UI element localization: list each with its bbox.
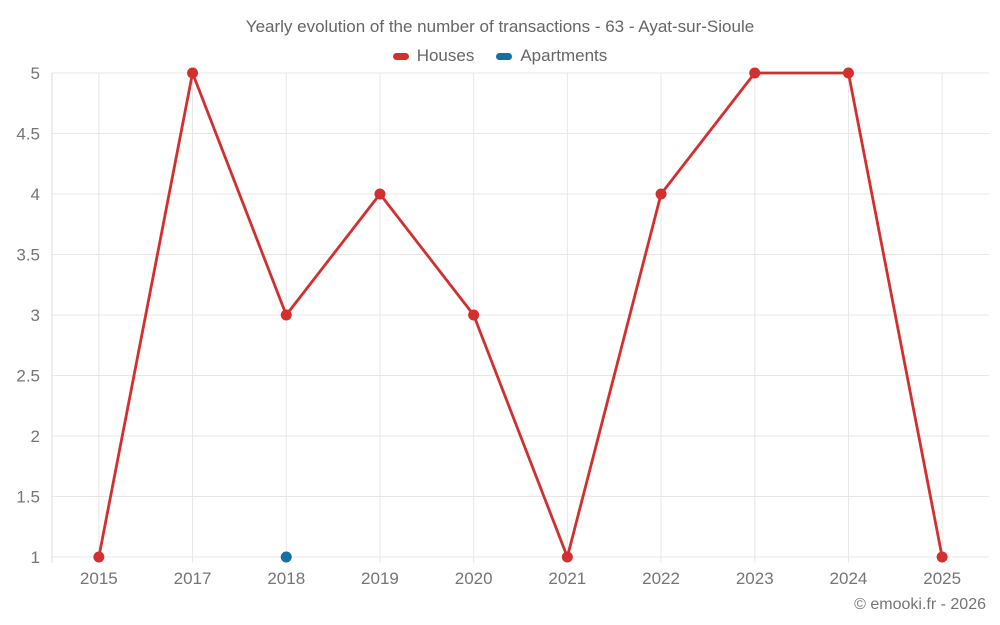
x-tick-label: 2015 bbox=[80, 569, 118, 588]
x-tick-label: 2019 bbox=[361, 569, 399, 588]
y-tick-label: 5 bbox=[31, 64, 40, 83]
y-tick-label: 3 bbox=[31, 306, 40, 325]
legend-item-houses[interactable]: Houses bbox=[392, 46, 475, 66]
houses-data-point[interactable] bbox=[374, 188, 386, 200]
houses-line bbox=[97, 71, 944, 559]
y-tick-label: 4 bbox=[31, 185, 40, 204]
x-tick-label: 2024 bbox=[830, 569, 868, 588]
legend-label-apartments: Apartments bbox=[520, 46, 608, 65]
apartments-data-point[interactable] bbox=[280, 551, 292, 563]
x-tick-label: 2020 bbox=[455, 569, 493, 588]
houses-data-point[interactable] bbox=[468, 309, 480, 321]
y-tick-label: 1 bbox=[31, 548, 40, 567]
houses-data-point[interactable] bbox=[93, 551, 105, 563]
x-axis-labels: 2015 2017 2018 2019 2020 2021 2022 2023 2024 2025 bbox=[80, 569, 961, 588]
gridlines bbox=[52, 72, 989, 563]
chart-title: Yearly evolution of the number of transa… bbox=[245, 17, 755, 36]
houses-data-point[interactable] bbox=[749, 67, 761, 79]
legend-label-houses: Houses bbox=[416, 46, 475, 65]
houses-data-point[interactable] bbox=[936, 551, 948, 563]
x-tick-label: 2021 bbox=[548, 569, 586, 588]
x-tick-label: 2025 bbox=[923, 569, 961, 588]
legend-item-apartments[interactable]: Apartments bbox=[496, 46, 607, 66]
y-tick-label: 4.5 bbox=[16, 124, 40, 143]
houses-data-point[interactable] bbox=[187, 67, 199, 79]
watermark: © emooki.fr - 2026 bbox=[854, 596, 986, 613]
y-tick-label: 1.5 bbox=[16, 487, 40, 506]
y-tick-label: 2 bbox=[31, 427, 40, 446]
apartments-series bbox=[280, 551, 292, 563]
houses-data-point[interactable] bbox=[655, 188, 667, 200]
legend: Houses Apartments bbox=[0, 46, 1000, 66]
houses-data-point[interactable] bbox=[842, 67, 854, 79]
houses-data-point[interactable] bbox=[280, 309, 292, 321]
x-tick-label: 2017 bbox=[174, 569, 212, 588]
houses-data-point[interactable] bbox=[561, 551, 573, 563]
x-tick-label: 2023 bbox=[736, 569, 774, 588]
houses-series bbox=[93, 67, 948, 563]
houses-series-swatch-icon bbox=[392, 52, 409, 60]
y-axis-labels: 1 1.5 2 2.5 3 3.5 4 4.5 5 bbox=[16, 64, 40, 567]
x-tick-label: 2018 bbox=[267, 569, 305, 588]
x-tick-label: 2022 bbox=[642, 569, 680, 588]
y-tick-label: 2.5 bbox=[16, 366, 40, 385]
y-tick-label: 3.5 bbox=[16, 245, 40, 264]
apartments-series-swatch-icon bbox=[496, 52, 513, 60]
